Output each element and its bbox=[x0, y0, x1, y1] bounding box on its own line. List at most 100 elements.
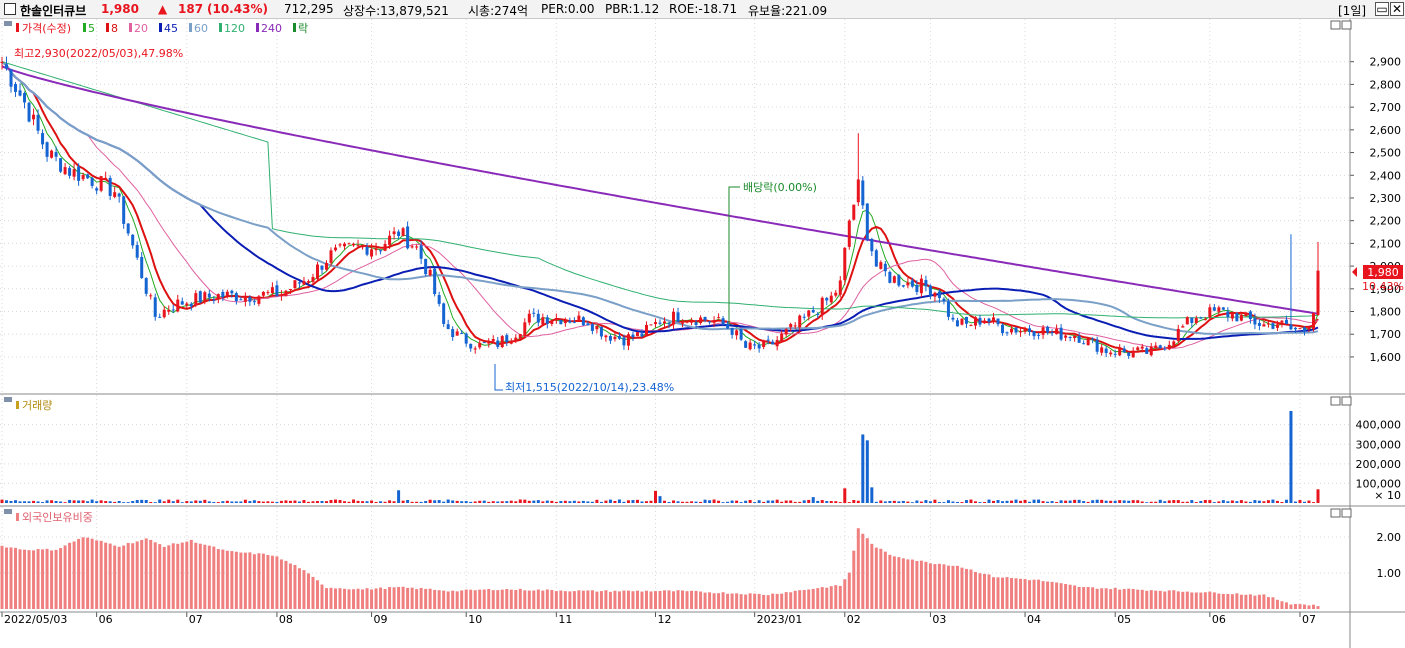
price-legend: 가격(수정) 5 8 20 45 60 120 240 락 bbox=[4, 21, 308, 35]
foreign-ratio-bar bbox=[1298, 604, 1302, 609]
period-selector[interactable]: [1일] bbox=[1338, 4, 1367, 18]
candle-body bbox=[987, 318, 991, 322]
foreign-ratio-bar bbox=[410, 587, 414, 609]
foreign-ratio-bar bbox=[1154, 590, 1158, 609]
foreign-ratio-bar bbox=[361, 589, 365, 609]
volume-bar bbox=[261, 501, 265, 503]
candle-body bbox=[153, 297, 157, 317]
volume-bar bbox=[1298, 500, 1302, 503]
foreign-ratio-bar bbox=[500, 589, 504, 609]
candle-body bbox=[703, 316, 707, 321]
foreign-ratio-bar bbox=[865, 538, 869, 609]
foreign-ratio-bar bbox=[780, 593, 784, 609]
volume-bar bbox=[72, 500, 76, 503]
volume-bar bbox=[883, 501, 887, 503]
foreign-ratio-bar bbox=[446, 591, 450, 609]
foreign-ratio-bar bbox=[987, 574, 991, 609]
candle-body bbox=[1289, 324, 1293, 330]
candle-body bbox=[631, 334, 635, 338]
volume-bar bbox=[964, 500, 968, 503]
foreign-ratio-bar bbox=[667, 590, 671, 609]
stock-chart[interactable]: 1,6001,7001,8001,9002,0002,1002,2002,300… bbox=[0, 19, 1405, 648]
volume-bar bbox=[1100, 499, 1104, 503]
volume-bar bbox=[239, 501, 243, 503]
foreign-ratio-bar bbox=[1199, 592, 1203, 609]
candle-body bbox=[545, 317, 549, 324]
panel-close-icon[interactable] bbox=[1341, 508, 1352, 518]
foreign-ratio-bar bbox=[545, 589, 549, 609]
candle-body bbox=[1055, 328, 1059, 335]
candle-body bbox=[874, 250, 878, 267]
foreign-ratio-bar bbox=[153, 542, 157, 609]
market-cap: 시총:274억 bbox=[468, 4, 529, 18]
foreign-ratio-bar bbox=[1307, 605, 1311, 609]
candle-body bbox=[266, 292, 270, 294]
candle-body bbox=[126, 223, 130, 234]
candle-body bbox=[248, 297, 252, 302]
foreign-ratio-bar bbox=[897, 557, 901, 609]
volume-bar bbox=[356, 500, 360, 503]
volume-bar bbox=[252, 500, 256, 503]
candle-body bbox=[1190, 317, 1194, 323]
foreign-ratio-bar bbox=[311, 576, 315, 609]
foreign-ratio-bar bbox=[685, 591, 689, 609]
candle-body bbox=[361, 246, 365, 248]
foreign-ratio-bar bbox=[437, 590, 441, 609]
panel-min-icon[interactable] bbox=[1330, 396, 1341, 406]
candle-body bbox=[1005, 332, 1009, 334]
volume-bar bbox=[374, 501, 378, 503]
foreign-ratio-bar bbox=[604, 590, 608, 609]
panel-min-icon[interactable] bbox=[1330, 20, 1341, 30]
panel-close-icon[interactable] bbox=[1341, 396, 1352, 406]
foreign-ratio-bar bbox=[951, 565, 955, 609]
volume-bar bbox=[505, 501, 509, 503]
candle-body bbox=[784, 329, 788, 335]
price-change-pct: (10.43%) bbox=[207, 2, 268, 16]
candle-body bbox=[1010, 328, 1014, 333]
volume-bar bbox=[27, 501, 31, 503]
foreign-ratio-bar bbox=[383, 588, 387, 609]
x-tick-label: 11 bbox=[558, 613, 572, 626]
candle-body bbox=[424, 258, 428, 275]
y-tick-label: 2,600 bbox=[1370, 124, 1402, 137]
foreign-ratio-bar bbox=[496, 590, 500, 609]
panel-min-icon[interactable] bbox=[1330, 508, 1341, 518]
candle-body bbox=[626, 334, 630, 346]
foreign-ratio-bar bbox=[212, 546, 216, 609]
candle-body bbox=[708, 321, 712, 323]
float-ratio: 유보율:221.09 bbox=[748, 4, 828, 18]
foreign-ratio-bar bbox=[126, 542, 130, 609]
volume-bar bbox=[753, 502, 757, 503]
foreign-ratio-bar bbox=[1131, 588, 1135, 609]
volume-bar bbox=[735, 500, 739, 503]
candle-body bbox=[451, 329, 455, 338]
checkbox[interactable] bbox=[4, 3, 16, 15]
grid bbox=[0, 19, 1350, 612]
panel-close-icon[interactable] bbox=[1341, 20, 1352, 30]
foreign-ratio-bar bbox=[874, 547, 878, 609]
foreign-ratio-bar bbox=[717, 593, 721, 609]
candle-body bbox=[942, 298, 946, 301]
foreign-ratio-bar bbox=[234, 551, 238, 609]
candle-body bbox=[221, 291, 225, 298]
volume-tick-label: 300,000 bbox=[1356, 438, 1402, 451]
candle-body bbox=[563, 320, 567, 324]
volume-bar bbox=[81, 500, 85, 503]
foreign-ratio-bar bbox=[442, 590, 446, 609]
volume-bar bbox=[135, 500, 139, 503]
volume-bar bbox=[992, 500, 996, 503]
candle-body bbox=[1226, 311, 1230, 317]
volume-bar bbox=[581, 500, 585, 503]
candle-body bbox=[933, 292, 937, 297]
x-tick-label: 04 bbox=[1027, 613, 1041, 626]
restore-window-icon[interactable]: ▭ bbox=[1375, 2, 1389, 16]
foreign-ratio-bar bbox=[9, 547, 13, 609]
volume-bar bbox=[315, 501, 319, 503]
low-annotation: 최저1,515(2022/10/14),23.48% bbox=[505, 381, 674, 394]
volume-bar bbox=[1235, 501, 1239, 503]
low-marker bbox=[494, 364, 503, 391]
close-window-icon[interactable]: ✕ bbox=[1390, 2, 1404, 16]
volume-bar bbox=[171, 501, 175, 503]
foreign-ratio-bar bbox=[397, 586, 401, 609]
candle-body bbox=[996, 318, 1000, 325]
